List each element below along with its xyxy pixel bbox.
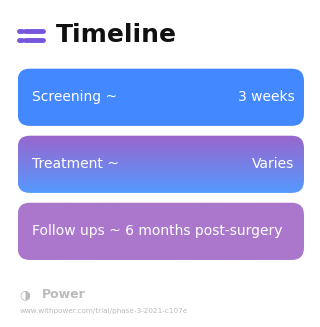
Text: Varies: Varies bbox=[252, 157, 294, 171]
Text: Follow ups ~ 6 months post-surgery: Follow ups ~ 6 months post-surgery bbox=[32, 224, 283, 238]
Text: Timeline: Timeline bbox=[56, 23, 177, 47]
Text: www.withpower.com/trial/phase-3-2021-c107e: www.withpower.com/trial/phase-3-2021-c10… bbox=[19, 308, 188, 314]
Text: Treatment ~: Treatment ~ bbox=[32, 157, 119, 171]
Text: Screening ~: Screening ~ bbox=[32, 90, 117, 104]
Text: Power: Power bbox=[42, 288, 85, 301]
Text: ◑: ◑ bbox=[19, 288, 30, 301]
Text: 3 weeks: 3 weeks bbox=[238, 90, 294, 104]
